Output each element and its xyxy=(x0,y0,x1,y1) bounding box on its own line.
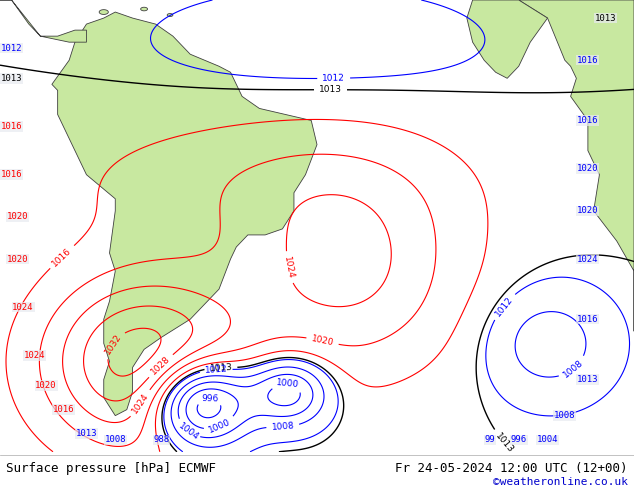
Text: 1024: 1024 xyxy=(131,392,151,416)
Text: 1032: 1032 xyxy=(103,332,123,356)
Text: 1016: 1016 xyxy=(1,122,22,131)
Text: 1016: 1016 xyxy=(1,170,22,179)
Text: 1012: 1012 xyxy=(493,294,514,318)
Polygon shape xyxy=(167,14,173,17)
Text: 1013: 1013 xyxy=(1,74,22,83)
Text: 1008: 1008 xyxy=(554,411,576,420)
Text: 1000: 1000 xyxy=(208,417,232,435)
Text: 1016: 1016 xyxy=(51,245,74,268)
Polygon shape xyxy=(52,12,317,416)
Text: 1013: 1013 xyxy=(595,14,616,23)
Text: 1024: 1024 xyxy=(281,255,295,279)
Text: 1024: 1024 xyxy=(12,303,34,312)
Polygon shape xyxy=(141,7,148,11)
Text: 1024: 1024 xyxy=(577,254,598,264)
Text: 1013: 1013 xyxy=(75,429,97,438)
Text: 1020: 1020 xyxy=(6,254,28,264)
Text: 1008: 1008 xyxy=(562,358,585,379)
Text: Surface pressure [hPa] ECMWF: Surface pressure [hPa] ECMWF xyxy=(6,463,216,475)
Text: 1013: 1013 xyxy=(494,431,515,454)
Text: 1004: 1004 xyxy=(177,421,201,442)
Text: 1028: 1028 xyxy=(149,355,172,377)
Text: 1016: 1016 xyxy=(53,405,74,414)
Text: 1016: 1016 xyxy=(577,56,598,65)
Text: 1016: 1016 xyxy=(577,315,598,324)
Text: 1020: 1020 xyxy=(577,164,598,173)
Text: 1008: 1008 xyxy=(105,435,126,444)
Text: 1020: 1020 xyxy=(311,334,335,347)
Text: 1016: 1016 xyxy=(577,116,598,125)
Text: 996: 996 xyxy=(510,435,527,444)
Polygon shape xyxy=(99,10,108,14)
Text: 1020: 1020 xyxy=(6,212,28,221)
Text: ©weatheronline.co.uk: ©weatheronline.co.uk xyxy=(493,477,628,487)
Text: 1013: 1013 xyxy=(577,375,598,384)
Text: 99: 99 xyxy=(484,435,495,444)
Polygon shape xyxy=(467,0,548,78)
Text: 1013: 1013 xyxy=(319,85,342,94)
Text: 1000: 1000 xyxy=(276,378,299,389)
Text: 1013: 1013 xyxy=(209,363,233,372)
Text: 1020: 1020 xyxy=(36,381,57,390)
Text: 988: 988 xyxy=(153,435,169,444)
Text: 1024: 1024 xyxy=(24,351,46,360)
Text: 1020: 1020 xyxy=(577,206,598,215)
Polygon shape xyxy=(0,0,86,42)
Text: 1004: 1004 xyxy=(537,435,559,444)
Text: 996: 996 xyxy=(201,394,219,403)
Text: 1012: 1012 xyxy=(204,364,228,375)
Text: Fr 24-05-2024 12:00 UTC (12+00): Fr 24-05-2024 12:00 UTC (12+00) xyxy=(395,463,628,475)
Polygon shape xyxy=(519,0,634,331)
Text: 1012: 1012 xyxy=(1,44,22,53)
Text: 1012: 1012 xyxy=(322,74,345,83)
Text: 1008: 1008 xyxy=(271,421,295,432)
